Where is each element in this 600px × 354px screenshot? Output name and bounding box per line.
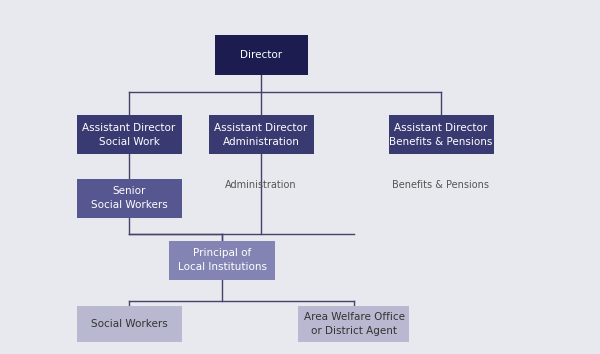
- Text: Director: Director: [240, 50, 282, 60]
- Text: Assistant Director
Administration: Assistant Director Administration: [214, 122, 308, 147]
- FancyBboxPatch shape: [77, 115, 182, 154]
- Text: Assistant Director
Social Work: Assistant Director Social Work: [82, 122, 176, 147]
- Text: Assistant Director
Benefits & Pensions: Assistant Director Benefits & Pensions: [389, 122, 493, 147]
- FancyBboxPatch shape: [209, 115, 314, 154]
- FancyBboxPatch shape: [298, 306, 409, 342]
- Text: Senior
Social Workers: Senior Social Workers: [91, 186, 167, 210]
- FancyBboxPatch shape: [389, 115, 493, 154]
- FancyBboxPatch shape: [77, 306, 182, 342]
- Text: Administration: Administration: [225, 180, 297, 190]
- Text: Principal of
Local Institutions: Principal of Local Institutions: [178, 248, 266, 272]
- Text: Area Welfare Office
or District Agent: Area Welfare Office or District Agent: [304, 312, 404, 336]
- FancyBboxPatch shape: [169, 241, 275, 280]
- Text: Benefits & Pensions: Benefits & Pensions: [392, 180, 490, 190]
- Text: Social Workers: Social Workers: [91, 319, 167, 329]
- FancyBboxPatch shape: [215, 34, 308, 75]
- FancyBboxPatch shape: [77, 179, 182, 218]
